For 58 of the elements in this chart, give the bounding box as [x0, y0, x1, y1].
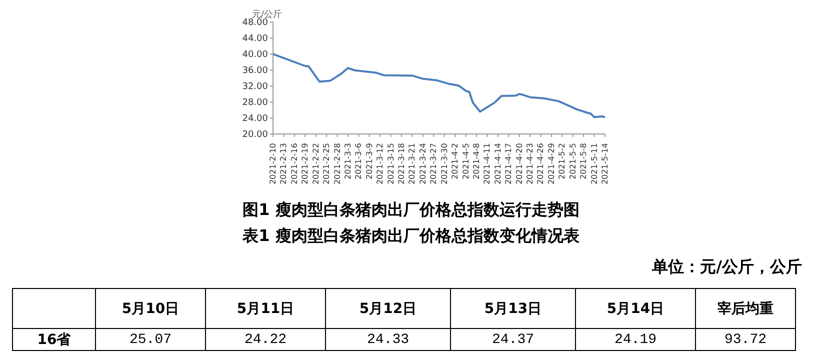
x-tick-label: 2021-5-14: [600, 143, 610, 184]
category-label: 5月13日: [450, 288, 576, 328]
category-label: 5月14日: [576, 288, 696, 328]
x-tick-label: 2021-4-23: [526, 143, 535, 184]
x-tick-label: 2021-4-2: [450, 143, 460, 180]
x-tick-label: 2021-3-24: [418, 143, 428, 184]
y-tick-label: 28.00: [242, 98, 268, 108]
line-series: [273, 53, 605, 118]
y-axis-title: 元/公斤: [252, 8, 282, 20]
x-tick-label: 2021-3-15: [386, 143, 396, 184]
text: 表1 瘦肉型白条猪肉出厂价格总指数变化情况表: [242, 226, 580, 247]
x-tick-label: 2021-2-25: [322, 143, 332, 184]
y-tick-label: 40.00: [242, 50, 268, 60]
x-tick-label: 2021-2-28: [332, 143, 342, 184]
category-label: 5月12日: [326, 288, 450, 328]
x-tick-label: 2021-5-11: [590, 143, 599, 184]
x-tick-label: 2021-3-12: [376, 143, 385, 184]
x-tick-label: 2021-5-2: [558, 143, 567, 180]
data-label: 93.72: [696, 328, 796, 350]
data-label: 25.07: [96, 328, 206, 350]
x-tick-label: 2021-2-16: [290, 143, 299, 184]
x-tick-label: 2021-3-30: [440, 143, 449, 184]
data-label: 24.22: [206, 328, 326, 350]
category-label: 宰后均重: [696, 288, 796, 328]
x-tick-label: 2021-5-8: [579, 143, 588, 180]
x-tick-label: 2021-4-14: [493, 143, 502, 184]
x-tick-label: 2021-4-11: [482, 143, 492, 184]
x-tick-label: 2021-4-8: [472, 143, 481, 180]
x-tick-label: 2021-4-26: [536, 143, 546, 184]
x-tick-label: 2021-4-20: [514, 143, 524, 184]
x-tick-label: 2021-3-27: [429, 143, 438, 184]
text: 图1 瘦肉型白条猪肉出厂价格总指数运行走势图: [242, 200, 580, 221]
x-tick-label: 2021-2-13: [279, 143, 288, 184]
data-label: 24.37: [450, 328, 576, 350]
x-tick-label: 2021-5-5: [568, 143, 578, 180]
category-label: 5月11日: [206, 288, 326, 328]
x-tick-label: 2021-2-22: [311, 143, 320, 184]
x-tick-label: 2021-3-21: [408, 143, 417, 184]
y-tick-label: 32.00: [242, 82, 268, 92]
x-tick-label: 2021-2-19: [300, 143, 310, 184]
y-tick-label: 20.00: [242, 130, 268, 140]
y-tick-label: 48.00: [242, 18, 268, 28]
y-tick-label: 44.00: [242, 34, 268, 44]
x-tick-label: 2021-3-18: [397, 143, 406, 184]
data-label: 24.19: [576, 328, 696, 350]
x-tick-label: 2021-4-5: [461, 143, 470, 180]
category-label: 5月10日: [96, 288, 206, 328]
x-tick-label: 2021-2-10: [268, 143, 278, 184]
data-label: 24.33: [326, 328, 450, 350]
text: 16省: [12, 328, 96, 350]
x-tick-label: 2021-4-29: [546, 143, 556, 184]
x-tick-label: 2021-4-17: [504, 143, 514, 184]
x-tick-label: 2021-3-9: [364, 143, 374, 180]
x-tick-label: 2021-3-3: [343, 143, 352, 180]
y-tick-label: 24.00: [242, 114, 268, 124]
y-tick-label: 36.00: [242, 66, 268, 76]
text: 单位：元/公斤，公斤: [652, 257, 802, 278]
x-tick-label: 2021-3-6: [354, 143, 364, 180]
